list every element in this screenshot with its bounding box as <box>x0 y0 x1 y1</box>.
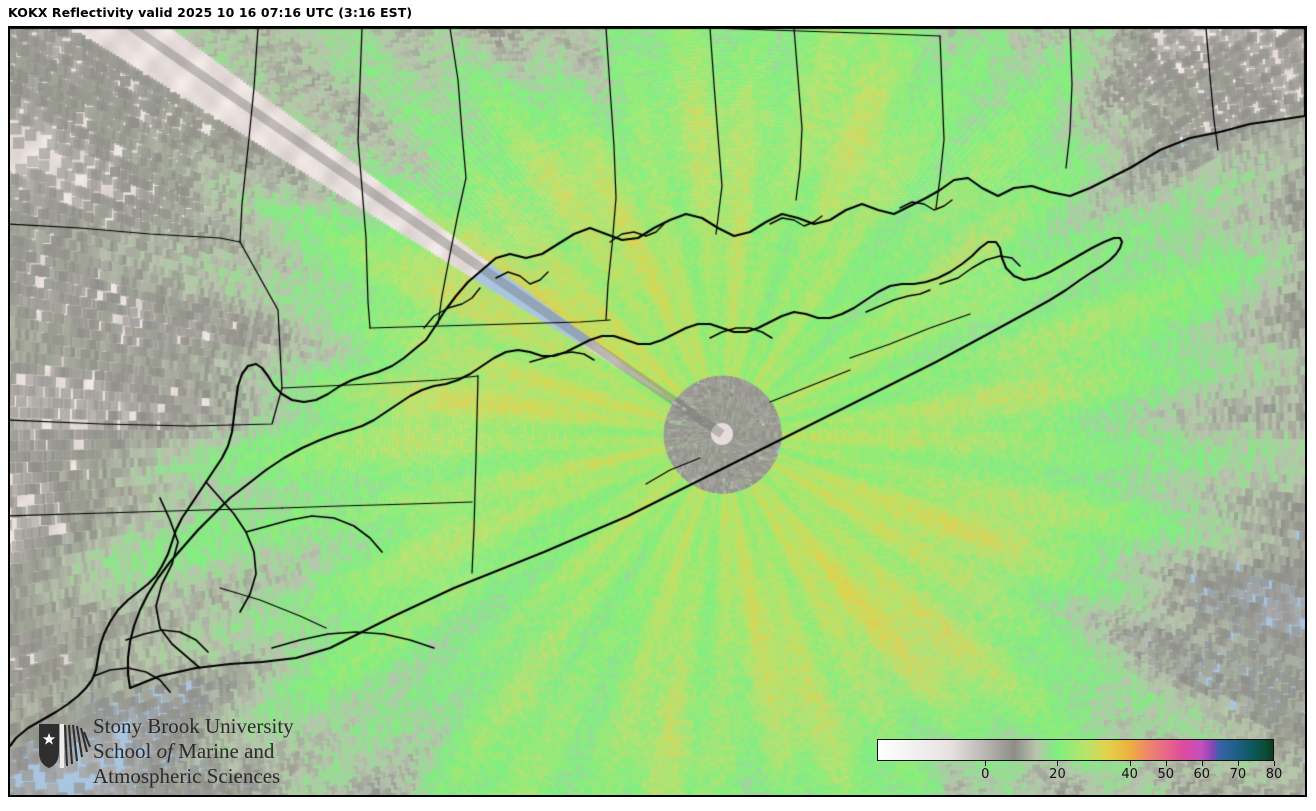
colorbar-tick-mark <box>1237 761 1239 766</box>
logo-line-1: Stony Brook University <box>93 714 294 738</box>
institution-logo: Stony Brook University School of Marine … <box>37 714 317 794</box>
logo-line-2-b: Marine and <box>172 739 275 763</box>
radar-map-frame[interactable]: 0 20 40 50 60 70 80 Stony Brook University Sch… <box>8 26 1307 797</box>
reflectivity-colorbar: 0 20 40 50 60 70 80 <box>877 739 1282 795</box>
colorbar-box <box>877 739 1274 761</box>
colorbar-tick-mark <box>1201 761 1203 766</box>
logo-line-2: School of Marine and <box>93 739 323 764</box>
colorbar-tick-mark <box>985 761 987 766</box>
colorbar-tick-mark <box>1274 761 1275 766</box>
logo-line-2-italic: of <box>156 739 173 763</box>
logo-line-3: Atmospheric Sciences <box>93 764 281 788</box>
colorbar-tick-label: 40 <box>1121 767 1138 782</box>
colorbar-tick-label: 50 <box>1157 767 1174 782</box>
title-bar: KOKX Reflectivity valid 2025 10 16 07:16… <box>0 0 1316 26</box>
colorbar-tick-label: 20 <box>1049 767 1066 782</box>
colorbar-tick-label: 60 <box>1193 767 1211 782</box>
shield-star-icon <box>39 724 91 768</box>
colorbar-gradient <box>878 740 1273 760</box>
colorbar-tick-mark <box>1057 761 1059 766</box>
colorbar-tick-mark <box>1129 761 1131 766</box>
colorbar-tick-label: 80 <box>1265 767 1283 782</box>
logo-text: Stony Brook University School of Marine … <box>93 714 323 789</box>
logo-line-2-a: School <box>93 739 157 763</box>
colorbar-tick-label: 70 <box>1229 767 1247 782</box>
colorbar-tick-axis: 0 20 40 50 60 70 80 <box>877 761 1282 795</box>
radar-map-canvas[interactable] <box>10 28 1305 795</box>
page-title: KOKX Reflectivity valid 2025 10 16 07:16… <box>8 5 413 20</box>
colorbar-tick-label: 0 <box>981 767 990 782</box>
colorbar-tick-mark <box>1165 761 1167 766</box>
